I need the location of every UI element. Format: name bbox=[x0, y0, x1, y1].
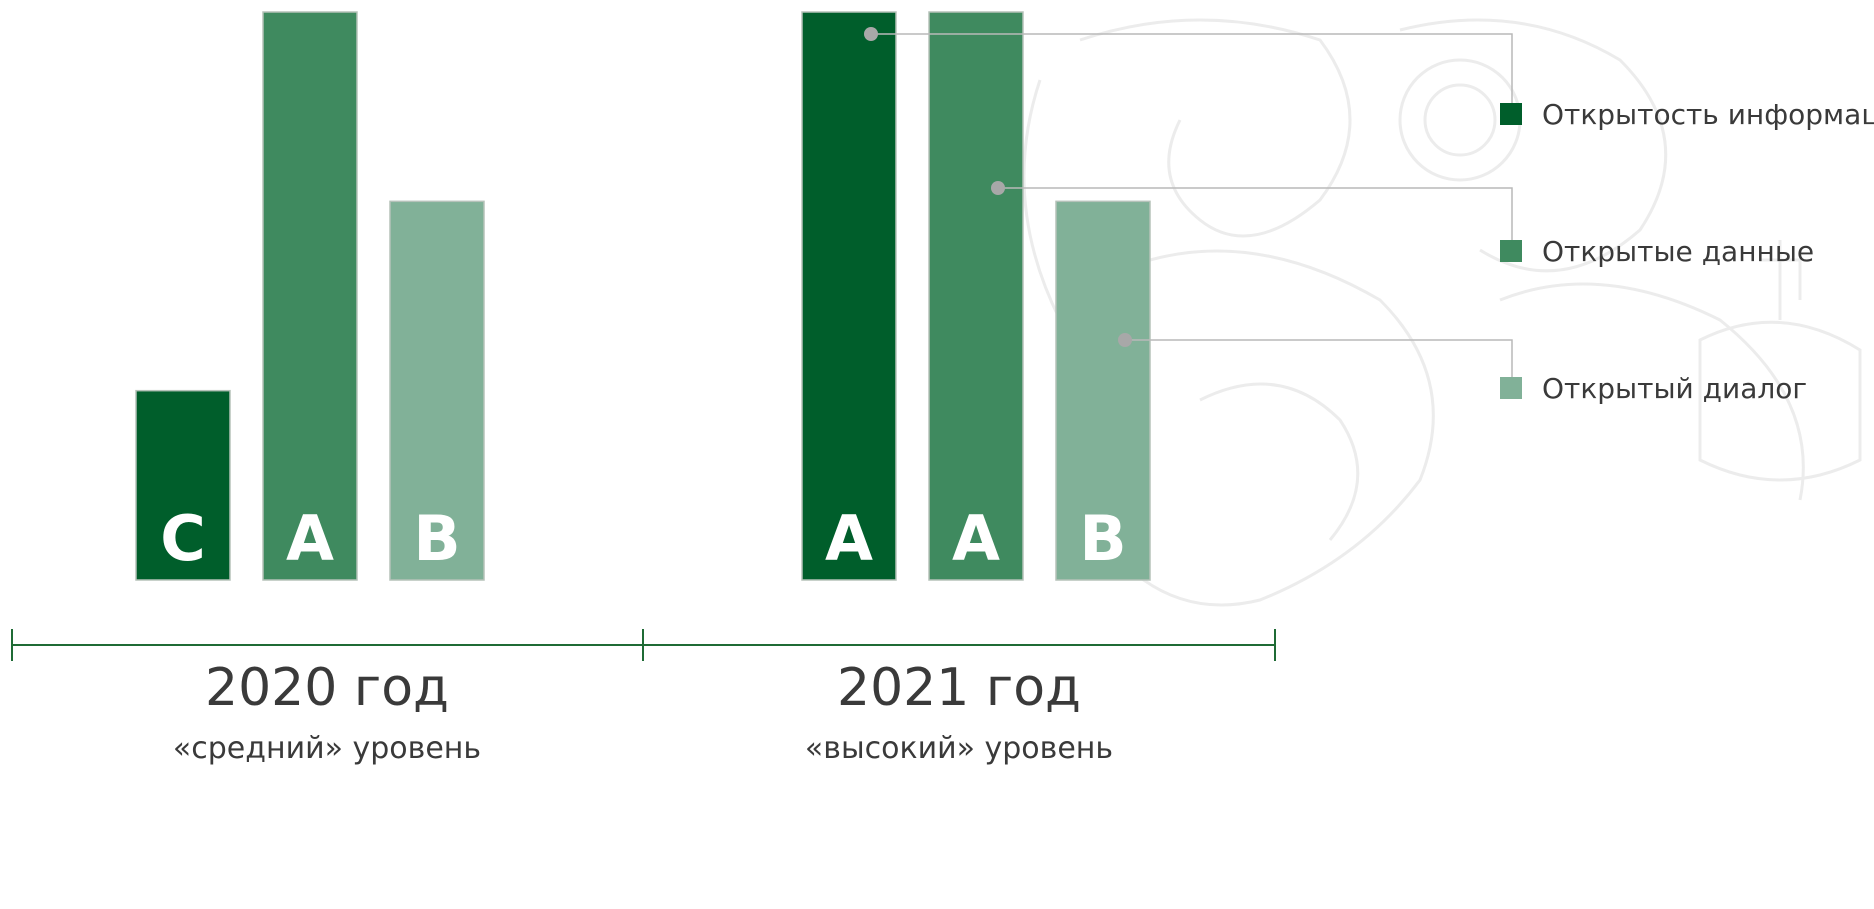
legend-leader-dot bbox=[991, 181, 1005, 195]
legend-leader-dot bbox=[1118, 333, 1132, 347]
legend-leader-line bbox=[1125, 339, 1513, 377]
bar-rating-label: B bbox=[413, 502, 460, 575]
legend-label: Открытый диалог bbox=[1542, 372, 1807, 405]
bar-1-1 bbox=[135, 389, 231, 581]
legend-leader-dot bbox=[864, 27, 878, 41]
legend-leader-line bbox=[998, 187, 1513, 240]
bar-1-3 bbox=[389, 200, 485, 581]
category-level-label: «высокий» уровень bbox=[805, 731, 1113, 766]
category-level-label: «средний» уровень bbox=[173, 731, 481, 766]
bar-1-2 bbox=[262, 11, 358, 581]
bar-rating-label: A bbox=[825, 502, 873, 575]
category-year-label: 2021 год bbox=[837, 658, 1081, 718]
legend-leader-line bbox=[871, 33, 1513, 103]
legend-swatch bbox=[1500, 240, 1522, 262]
bar-rating-label: B bbox=[1079, 502, 1126, 575]
bar-2-3 bbox=[1055, 200, 1151, 581]
bar-rating-label: A bbox=[286, 502, 334, 575]
legend-label: Открытость информации bbox=[1542, 98, 1874, 131]
bar-2-2 bbox=[928, 11, 1024, 581]
legend-swatch bbox=[1500, 103, 1522, 125]
legend-label: Открытые данные bbox=[1542, 235, 1814, 268]
legend-swatch bbox=[1500, 377, 1522, 399]
category-year-label: 2020 год bbox=[205, 658, 449, 718]
bar-rating-label: C bbox=[160, 502, 206, 575]
bar-2-1 bbox=[801, 11, 897, 581]
bar-rating-label: A bbox=[952, 502, 1000, 575]
